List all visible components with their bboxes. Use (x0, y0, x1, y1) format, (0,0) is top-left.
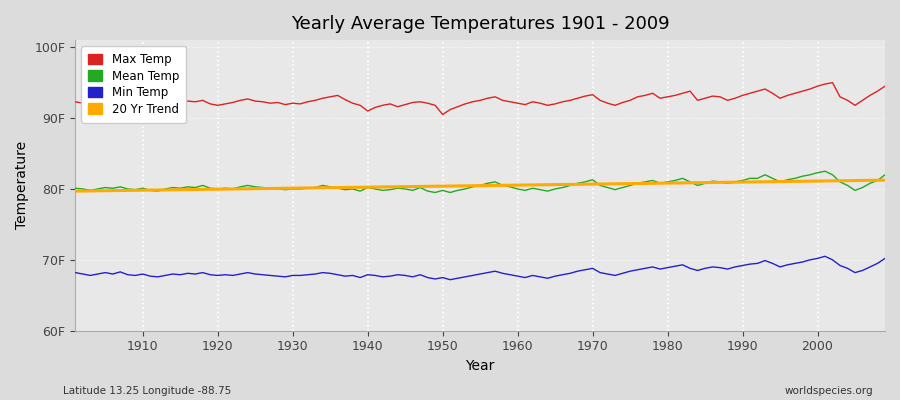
Text: Latitude 13.25 Longitude -88.75: Latitude 13.25 Longitude -88.75 (63, 386, 231, 396)
Legend: Max Temp, Mean Temp, Min Temp, 20 Yr Trend: Max Temp, Mean Temp, Min Temp, 20 Yr Tre… (81, 46, 186, 123)
Text: worldspecies.org: worldspecies.org (785, 386, 873, 396)
Y-axis label: Temperature: Temperature (15, 141, 29, 230)
X-axis label: Year: Year (465, 359, 495, 373)
Title: Yearly Average Temperatures 1901 - 2009: Yearly Average Temperatures 1901 - 2009 (291, 15, 670, 33)
